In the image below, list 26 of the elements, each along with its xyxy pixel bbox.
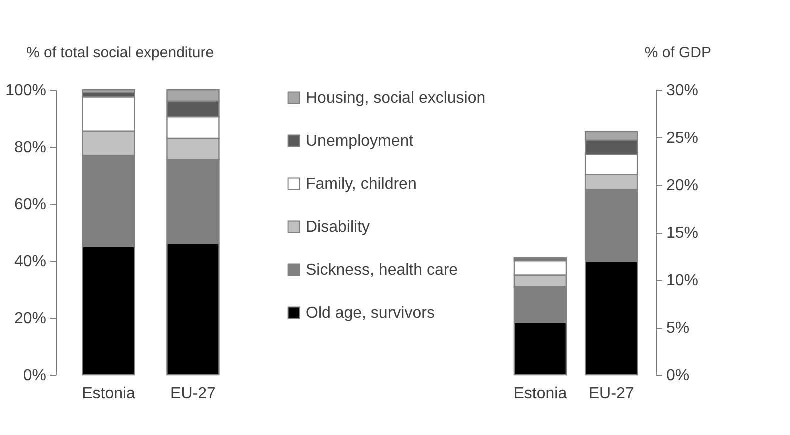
legend-label: Old age, survivors [306,305,435,322]
y-tick-label: 5% [666,320,690,337]
bar [82,89,136,94]
y-tick-label: 0% [666,368,690,384]
x-tick-label: Estonia [82,386,136,402]
legend-label: Disability [306,219,370,236]
x-tick-label: EU-27 [588,386,634,402]
y-axis-title: % of total social expenditure [26,44,214,62]
legend-label: Sickness, health care [306,262,458,279]
legend-label: Unemployment [306,133,414,150]
y-tick-label: 20% [14,310,46,328]
y-tick-label: 15% [666,225,699,242]
y-tick-label: 100% [6,82,46,100]
y-tick-label: 0% [23,368,46,384]
y-tick-label: 40% [14,254,46,270]
legend-label: Housing, social exclusion [306,90,486,107]
legend-label: Family, children [306,176,417,193]
y-tick-label: 25% [666,130,699,147]
y-tick-label: 80% [14,140,46,156]
x-tick-label: Estonia [514,386,568,402]
y-tick-label: 20% [666,178,699,194]
y-tick-label: 60% [14,196,46,214]
x-tick-label: EU-27 [170,386,216,402]
y-axis-title: % of GDP [644,44,712,62]
y-tick-label: 30% [666,82,699,100]
y-tick-label: 10% [666,272,699,290]
